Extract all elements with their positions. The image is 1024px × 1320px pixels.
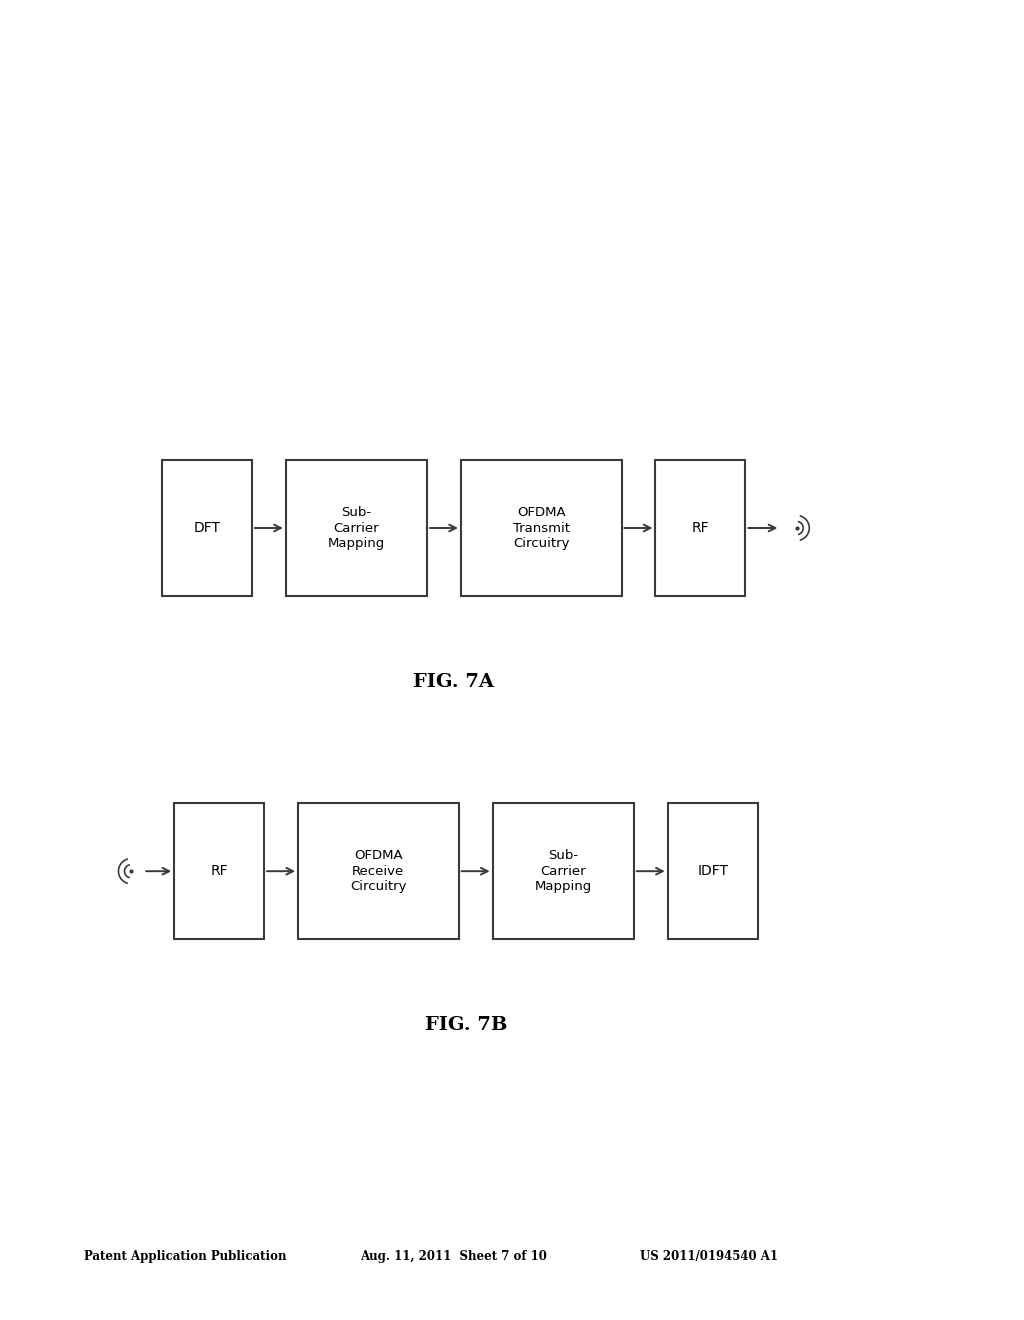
Bar — [174, 803, 264, 940]
Bar — [461, 461, 622, 597]
Text: Aug. 11, 2011  Sheet 7 of 10: Aug. 11, 2011 Sheet 7 of 10 — [360, 1250, 547, 1263]
Bar — [162, 461, 252, 597]
Text: FIG. 7A: FIG. 7A — [413, 672, 495, 690]
Text: RF: RF — [210, 865, 228, 878]
Text: OFDMA
Receive
Circuitry: OFDMA Receive Circuitry — [350, 849, 407, 894]
Bar — [286, 461, 427, 597]
Text: FIG. 7B: FIG. 7B — [425, 1016, 507, 1034]
Text: Patent Application Publication: Patent Application Publication — [84, 1250, 287, 1263]
Bar — [668, 803, 758, 940]
Text: DFT: DFT — [194, 521, 220, 535]
Bar — [298, 803, 459, 940]
Text: RF: RF — [691, 521, 710, 535]
Bar — [493, 803, 634, 940]
Text: Sub-
Carrier
Mapping: Sub- Carrier Mapping — [535, 849, 592, 894]
Text: US 2011/0194540 A1: US 2011/0194540 A1 — [640, 1250, 778, 1263]
Text: IDFT: IDFT — [697, 865, 728, 878]
Text: OFDMA
Transmit
Circuitry: OFDMA Transmit Circuitry — [513, 506, 569, 550]
Text: Sub-
Carrier
Mapping: Sub- Carrier Mapping — [328, 506, 385, 550]
Bar — [655, 461, 745, 597]
